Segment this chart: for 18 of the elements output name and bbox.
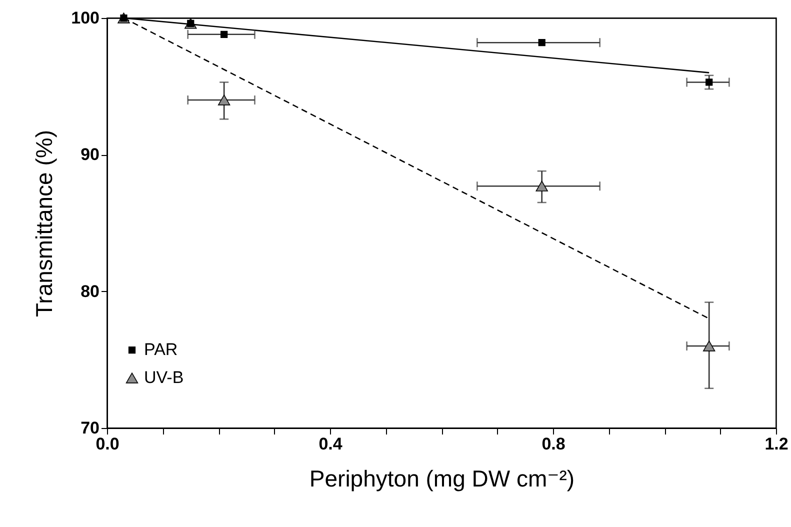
y-tick-label: 90 bbox=[80, 145, 100, 164]
point bbox=[220, 30, 228, 38]
y-tick-label: 100 bbox=[71, 8, 100, 28]
legend-label: UV-B bbox=[144, 368, 184, 387]
y-axis-title: Transmittance (%) bbox=[31, 130, 58, 318]
x-tick-label: 1.2 bbox=[764, 434, 788, 454]
point bbox=[703, 340, 716, 352]
y-tick-label: 80 bbox=[80, 282, 100, 301]
x-tick-label: 0.8 bbox=[542, 434, 566, 454]
point bbox=[538, 39, 546, 46]
y-tick-label: 70 bbox=[80, 418, 100, 438]
x-tick-label: 0.0 bbox=[96, 434, 120, 454]
x-axis-title: Periphyton (mg DW cm⁻²) bbox=[309, 466, 575, 492]
point bbox=[218, 94, 230, 106]
legend-label: PAR bbox=[144, 340, 178, 359]
x-tick-label: 0.4 bbox=[318, 434, 343, 454]
point bbox=[536, 180, 548, 192]
point bbox=[706, 78, 713, 86]
